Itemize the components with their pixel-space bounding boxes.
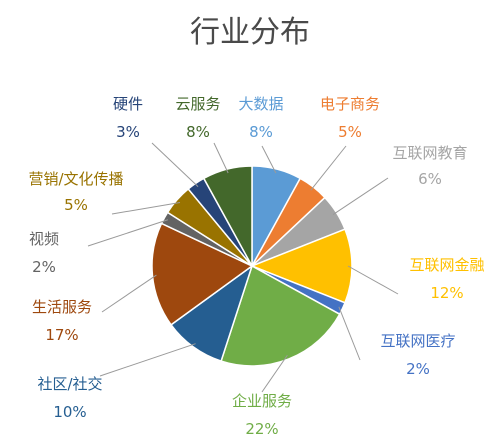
slice-value-label: 3% — [116, 123, 140, 141]
slice-name-label: 云服务 — [175, 95, 220, 113]
leader-line — [261, 354, 288, 393]
slice-value-label: 10% — [53, 403, 86, 421]
slice-value-label: 12% — [430, 284, 463, 302]
slice-value-label: 5% — [64, 196, 88, 214]
leader-line — [347, 265, 399, 295]
slice-value-label: 2% — [406, 360, 430, 378]
leader-line — [111, 202, 181, 215]
slice-name-label: 互联网医疗 — [380, 332, 455, 350]
slice-name-label: 互联网金融 — [409, 256, 484, 274]
slice-name-label: 视频 — [29, 230, 59, 248]
leader-line — [213, 142, 229, 174]
chart-title: 行业分布 — [190, 15, 310, 50]
leader-line — [310, 145, 347, 191]
slice-value-label: 17% — [45, 326, 78, 344]
leader-line — [332, 177, 389, 215]
slice-value-label: 5% — [338, 123, 362, 141]
slice-value-label: 8% — [249, 123, 273, 141]
slice-name-label: 企业服务 — [232, 392, 292, 410]
leader-line — [87, 219, 169, 247]
slice-name-label: 互联网教育 — [392, 144, 467, 162]
leader-line — [338, 306, 361, 361]
slice-name-label: 电子商务 — [320, 95, 380, 113]
slice-value-label: 8% — [186, 123, 210, 141]
leader-line — [261, 145, 277, 174]
pie-slice — [151, 222, 254, 326]
slice-value-label: 6% — [418, 170, 442, 188]
pie-slice — [220, 264, 341, 367]
leader-line — [101, 274, 157, 313]
slice-value-label: 2% — [32, 258, 56, 276]
slice-name-label: 营销/文化传播 — [28, 170, 123, 188]
pie-slices — [151, 165, 353, 367]
slice-value-label: 22% — [245, 420, 278, 438]
slice-labels: 大数据 8% 电子商务 5% 互联网教育 6% 互联网金融 12% 互联网医疗 2% 企业服务 22%… — [28, 95, 484, 438]
leader-line — [151, 142, 199, 187]
pie-slice — [202, 165, 253, 267]
slice-name-label: 社区/社交 — [37, 375, 102, 393]
slice-name-label: 生活服务 — [32, 298, 92, 316]
leader-line — [99, 343, 196, 377]
slice-name-label: 大数据 — [238, 95, 283, 113]
pie-slice — [249, 228, 353, 304]
slice-name-label: 硬件 — [113, 95, 143, 113]
leader-lines — [87, 142, 399, 393]
